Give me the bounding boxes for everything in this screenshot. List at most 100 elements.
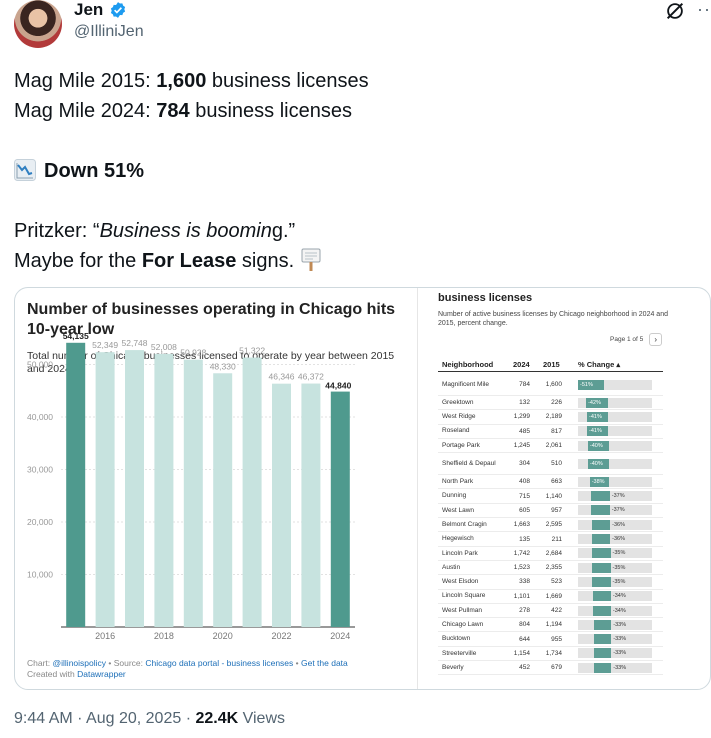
change-label: -38% bbox=[591, 478, 605, 485]
bar-2020 bbox=[213, 373, 233, 627]
value-2024-cell: 1,523 bbox=[513, 564, 530, 572]
table-row: Hegewisch 135 211 -36% bbox=[438, 532, 663, 547]
change-bar-fill bbox=[590, 491, 610, 502]
x-tick-label: 2020 bbox=[213, 631, 233, 641]
y-tick-label: 30,000 bbox=[27, 465, 53, 475]
verified-badge-icon bbox=[111, 2, 126, 18]
change-label: -40% bbox=[589, 442, 603, 449]
datawrapper-link[interactable]: Datawrapper bbox=[77, 669, 126, 679]
table-row: Magnificent Mile 784 1,600 -51% bbox=[438, 374, 663, 396]
bar-2024 bbox=[330, 391, 350, 627]
value-2024-cell: 135 bbox=[519, 535, 530, 543]
table-row: Greektown 132 226 -42% bbox=[438, 396, 663, 411]
change-bar-track: -33% bbox=[578, 619, 652, 630]
value-2015-cell: 817 bbox=[551, 427, 562, 435]
value-2024-cell: 132 bbox=[519, 399, 530, 407]
value-2015-cell: 1,669 bbox=[545, 592, 562, 600]
change-bar-fill bbox=[587, 426, 609, 437]
value-2015-cell: 955 bbox=[551, 635, 562, 643]
value-2015-cell: 663 bbox=[551, 478, 562, 486]
bar-2023 bbox=[301, 383, 321, 627]
value-2024-cell: 784 bbox=[519, 381, 530, 388]
change-bar-track: -37% bbox=[578, 491, 652, 502]
change-label: -35% bbox=[612, 564, 626, 571]
page-indicator: Page 1 of 5 bbox=[610, 335, 644, 343]
y-tick-label: 20,000 bbox=[27, 517, 53, 527]
bar-2021 bbox=[242, 357, 262, 627]
neighborhood-cell: Belmont Cragin bbox=[442, 520, 487, 528]
change-bar-track: -34% bbox=[578, 591, 652, 602]
neighborhood-cell: West Pullman bbox=[442, 606, 482, 614]
media-image[interactable]: Number of businesses operating in Chicag… bbox=[14, 287, 711, 690]
column-header-change[interactable]: % Change ▴ bbox=[578, 360, 621, 369]
table-row: West Lawn 605 957 -37% bbox=[438, 504, 663, 519]
change-bar-track: -33% bbox=[578, 648, 652, 659]
column-header-neighborhood[interactable]: Neighborhood bbox=[442, 360, 494, 369]
table-row: West Elsdon 338 523 -35% bbox=[438, 575, 663, 590]
more-options-icon[interactable]: ··· bbox=[697, 0, 711, 19]
change-bar-track: -35% bbox=[578, 562, 652, 573]
change-label: -33% bbox=[613, 650, 627, 657]
bar-value-label: 46,372 bbox=[298, 372, 324, 382]
change-bar-track: -33% bbox=[578, 662, 652, 673]
value-2024-cell: 1,245 bbox=[513, 442, 530, 450]
column-header-2024[interactable]: 2024 bbox=[513, 360, 530, 369]
change-bar-fill bbox=[593, 605, 611, 616]
avatar[interactable] bbox=[14, 0, 62, 48]
value-2015-cell: 679 bbox=[551, 664, 562, 672]
column-header-2015[interactable]: 2015 bbox=[543, 360, 560, 369]
neighborhood-cell: Sheffield & Depaul bbox=[442, 459, 496, 467]
tweet-text: Mag Mile 2015: 1,600 business licenses M… bbox=[14, 66, 694, 276]
user-handle[interactable]: @IlliniJen bbox=[74, 23, 144, 40]
tweet-line-5: Maybe for the For Lease signs. bbox=[14, 246, 694, 276]
bar-value-label: 52,349 bbox=[92, 340, 118, 350]
change-bar-track: -51% bbox=[578, 379, 652, 390]
table-row: Chicago Lawn 804 1,194 -33% bbox=[438, 618, 663, 633]
change-bar-fill bbox=[592, 576, 611, 587]
bar-chart-subtitle: Total number of Chicago businesses licen… bbox=[27, 350, 395, 375]
change-label: -37% bbox=[611, 507, 625, 514]
next-page-button[interactable]: › bbox=[649, 332, 663, 346]
bar-2018 bbox=[154, 353, 174, 627]
change-bar-fill bbox=[578, 379, 605, 390]
value-2024-cell: 1,742 bbox=[513, 549, 530, 557]
grok-icon[interactable] bbox=[664, 0, 686, 22]
table-row: West Ridge 1,299 2,189 -41% bbox=[438, 410, 663, 425]
change-bar-track: -35% bbox=[578, 576, 652, 587]
change-bar-fill bbox=[587, 458, 609, 469]
table-row: Roseland 485 817 -41% bbox=[438, 425, 663, 439]
views-count: 22.4K bbox=[195, 710, 239, 727]
change-bar-track: -42% bbox=[578, 397, 652, 408]
bar-value-label: 52,748 bbox=[122, 338, 148, 348]
table-row: Austin 1,523 2,355 -35% bbox=[438, 561, 663, 576]
source-link[interactable]: Chicago data portal - business licenses bbox=[145, 658, 294, 668]
get-data-link[interactable]: Get the data bbox=[300, 658, 348, 668]
change-bar-fill bbox=[586, 397, 608, 408]
tweet-time[interactable]: 9:44 AM bbox=[14, 710, 73, 727]
neighborhood-cell: West Ridge bbox=[442, 413, 476, 421]
chart-credit-link[interactable]: @illinoispolicy bbox=[52, 658, 107, 668]
change-bar-track: -41% bbox=[578, 426, 652, 437]
value-2024-cell: 1,101 bbox=[513, 592, 530, 600]
neighborhood-cell: Austin bbox=[442, 563, 461, 571]
neighborhood-cell: West Lawn bbox=[442, 506, 475, 514]
value-2024-cell: 278 bbox=[519, 607, 530, 614]
change-bar-fill bbox=[591, 534, 611, 545]
tweet-date[interactable]: Aug 20, 2025 bbox=[86, 710, 182, 727]
bar-2016 bbox=[95, 352, 115, 627]
table-panel: business licenses Number of active busin… bbox=[417, 288, 710, 689]
value-2015-cell: 510 bbox=[551, 460, 562, 468]
value-2015-cell: 1,600 bbox=[545, 381, 562, 388]
table-pager: Page 1 of 5 › bbox=[610, 332, 663, 346]
y-tick-label: 50,000 bbox=[27, 360, 53, 370]
table-row: Lincoln Square 1,101 1,669 -34% bbox=[438, 590, 663, 604]
change-label: -34% bbox=[612, 593, 626, 600]
change-bar-fill bbox=[591, 519, 611, 530]
value-2015-cell: 2,355 bbox=[545, 564, 562, 572]
change-label: -42% bbox=[588, 399, 601, 406]
table-row: Streeterville 1,154 1,734 -33% bbox=[438, 647, 663, 662]
value-2015-cell: 2,061 bbox=[545, 442, 562, 450]
neighborhood-cell: Lincoln Park bbox=[442, 549, 478, 557]
x-tick-label: 2018 bbox=[154, 631, 174, 641]
display-name[interactable]: Jen bbox=[74, 0, 104, 19]
